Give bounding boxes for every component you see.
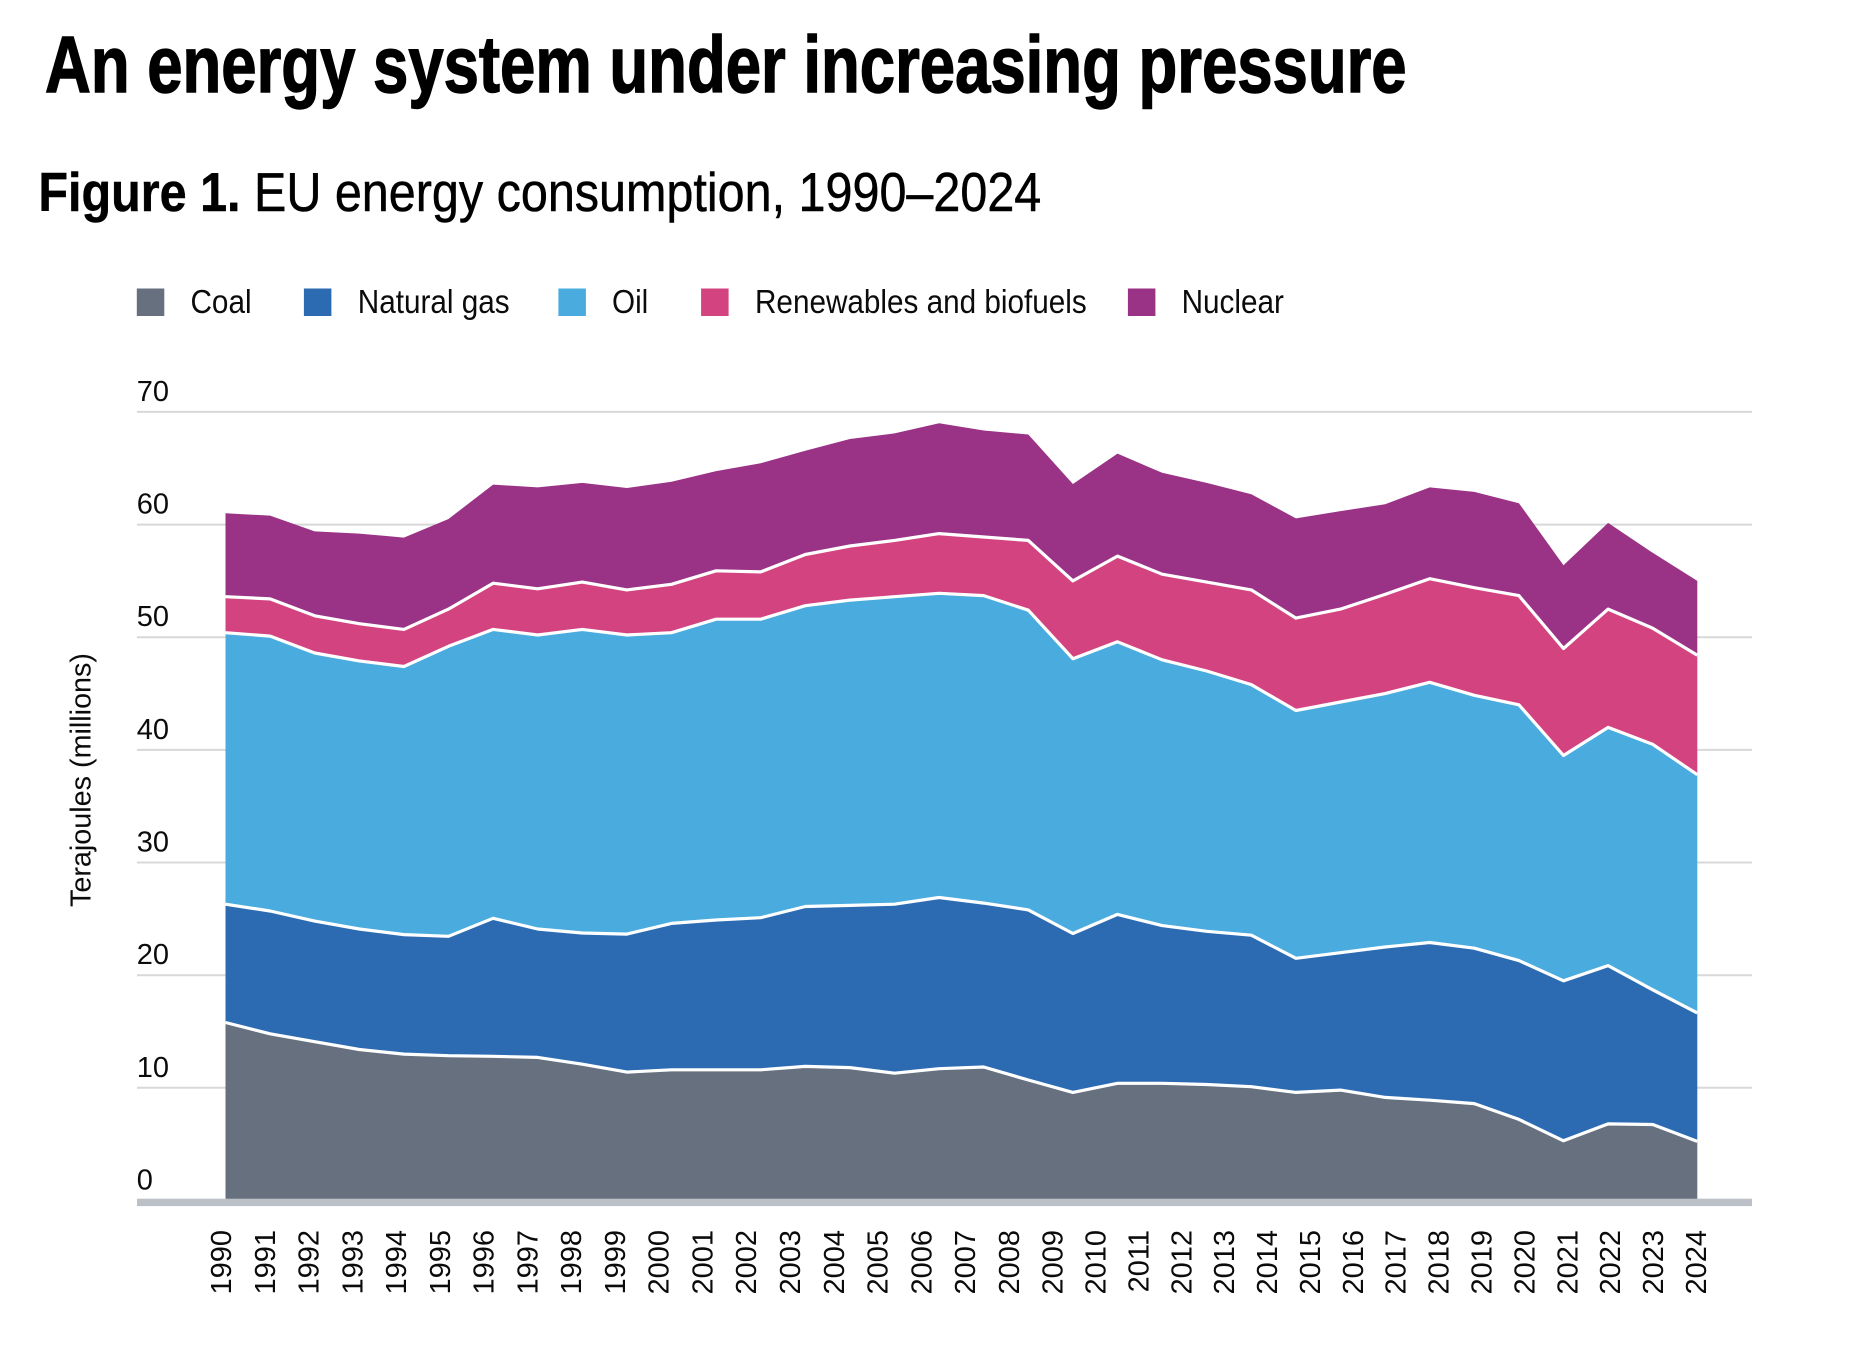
svg-text:60: 60 — [137, 489, 169, 521]
svg-text:An energy system under increas: An energy system under increasing pressu… — [45, 21, 1407, 110]
svg-text:Renewables and biofuels: Renewables and biofuels — [755, 284, 1087, 321]
svg-text:Figure 1. EU energy consumptio: Figure 1. EU energy consumption, 1990–20… — [38, 161, 1041, 223]
svg-text:2023: 2023 — [1638, 1230, 1670, 1295]
svg-text:2008: 2008 — [994, 1230, 1026, 1295]
svg-text:Natural gas: Natural gas — [358, 284, 510, 321]
svg-text:1990: 1990 — [206, 1230, 238, 1295]
svg-text:2020: 2020 — [1509, 1230, 1541, 1295]
svg-text:2015: 2015 — [1295, 1230, 1327, 1295]
svg-text:Nuclear: Nuclear — [1182, 284, 1284, 321]
svg-text:20: 20 — [137, 939, 169, 971]
svg-text:2016: 2016 — [1338, 1230, 1370, 1295]
svg-text:2013: 2013 — [1209, 1230, 1241, 1295]
svg-text:2012: 2012 — [1166, 1230, 1198, 1295]
svg-text:0: 0 — [137, 1165, 153, 1197]
svg-text:1993: 1993 — [337, 1230, 369, 1295]
svg-text:1999: 1999 — [600, 1230, 632, 1295]
svg-text:2019: 2019 — [1467, 1230, 1499, 1295]
svg-text:1997: 1997 — [512, 1230, 544, 1295]
svg-text:10: 10 — [137, 1052, 169, 1084]
svg-text:Terajoules (millions): Terajoules (millions) — [66, 653, 98, 907]
svg-text:2007: 2007 — [950, 1230, 982, 1295]
svg-text:1992: 1992 — [294, 1230, 326, 1295]
svg-text:1995: 1995 — [425, 1230, 457, 1295]
svg-text:1998: 1998 — [556, 1230, 588, 1295]
svg-text:2004: 2004 — [819, 1230, 851, 1295]
svg-text:50: 50 — [137, 601, 169, 633]
svg-text:2018: 2018 — [1424, 1230, 1456, 1295]
svg-text:2024: 2024 — [1681, 1230, 1713, 1295]
svg-text:Oil: Oil — [612, 284, 648, 321]
svg-text:2021: 2021 — [1552, 1230, 1584, 1295]
svg-text:Coal: Coal — [191, 284, 252, 321]
svg-text:1994: 1994 — [381, 1230, 413, 1295]
svg-text:2001: 2001 — [688, 1230, 720, 1295]
svg-text:2005: 2005 — [863, 1230, 895, 1295]
svg-text:2002: 2002 — [731, 1230, 763, 1295]
svg-text:30: 30 — [137, 827, 169, 859]
svg-text:2000: 2000 — [644, 1230, 676, 1295]
svg-text:1991: 1991 — [250, 1230, 282, 1295]
svg-text:2017: 2017 — [1381, 1230, 1413, 1295]
svg-text:2003: 2003 — [775, 1230, 807, 1295]
svg-text:2009: 2009 — [1038, 1230, 1070, 1295]
svg-text:2010: 2010 — [1081, 1230, 1113, 1295]
svg-text:2006: 2006 — [906, 1230, 938, 1295]
svg-text:70: 70 — [137, 376, 169, 408]
svg-text:40: 40 — [137, 714, 169, 746]
svg-text:2014: 2014 — [1252, 1230, 1284, 1295]
svg-text:1996: 1996 — [469, 1230, 501, 1295]
svg-text:2011: 2011 — [1123, 1230, 1155, 1292]
svg-text:2022: 2022 — [1595, 1230, 1627, 1295]
